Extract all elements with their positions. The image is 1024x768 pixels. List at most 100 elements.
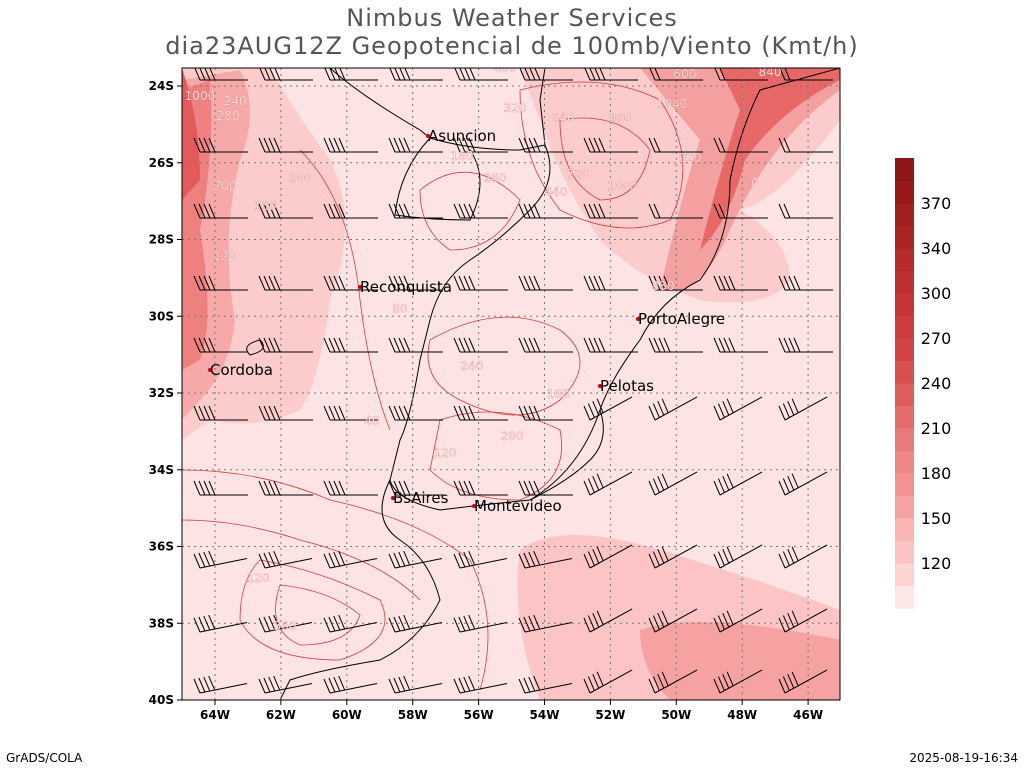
colorbar-swatch [895,360,914,384]
colorbar-label: 120 [921,554,952,573]
lat-label: 32S [149,386,174,400]
footer-left: GrADS/COLA [6,751,83,765]
contour-label: 600 [674,67,697,81]
colorbar-label: 270 [921,329,952,348]
city-dot [208,368,212,372]
city-label: Reconquista [360,278,452,296]
wind-barb [388,675,443,694]
wind-barb [258,137,313,153]
wind-barb [194,68,248,81]
wind-barb [258,675,313,694]
wind-barb [388,480,443,496]
wind-barb [583,471,633,496]
wind-barb [388,137,443,153]
wind-barb [323,203,378,219]
colorbar-swatch [895,315,914,339]
contour-label: 120 [214,249,237,263]
wind-barb [518,275,573,291]
wind-barb [259,68,313,81]
wind-barb [323,675,378,694]
colorbar-swatch [895,338,914,361]
city-dot [358,285,362,289]
colorbar-swatch [895,203,914,226]
title-line: Nimbus Weather Services [346,4,677,32]
shade [182,68,200,200]
wind-barb [454,68,508,81]
colorbar-swatch [895,473,914,496]
contour-label: 240 [224,94,247,108]
wind-barb [518,480,573,496]
contour-label: 440 [545,185,568,199]
wind-barb [453,137,508,153]
wind-barb [713,669,763,694]
contour-label: 120 [247,571,270,585]
lon-label: 46W [793,708,823,722]
contour-label: 280 [484,171,507,185]
wind-barb [713,203,768,219]
lon-label: 58W [398,708,428,722]
lon-label: 52W [595,708,625,722]
wind-barb [648,669,698,694]
wind-barb [713,608,763,633]
city-dot [598,384,602,388]
colorbar-swatch [895,540,914,564]
wind-barb [323,405,378,421]
wind-barb [453,275,508,291]
lon-label: 54W [530,708,560,722]
city-label: PortoAlegre [638,310,725,328]
wind-barb [453,405,508,421]
wind-barb [583,275,638,291]
title-line: dia23AUG12Z Geopotencial de 100mb/Viento… [165,32,859,60]
wind-barb [388,337,443,353]
wind-barb [193,480,248,496]
contour-label: 160 [451,149,474,163]
shade [640,68,840,292]
city-label: Pelotas [600,377,654,395]
contour-label: 200 [289,171,312,185]
colorbar-swatch [895,293,914,316]
lat-label: 30S [149,309,174,323]
wind-barb [583,203,638,219]
wind-barb [193,614,248,633]
lon-label: 50W [661,708,691,722]
wind-barb [518,337,573,353]
wind-barb [324,68,378,81]
colorbar-swatch [895,225,914,249]
contour-label: 120 [434,446,457,460]
wind-barb [193,137,248,153]
wind-barb [323,480,378,496]
coastlines-borders [246,68,840,700]
wind-barb [258,405,313,421]
wind-barb [323,550,378,569]
colorbar-label: 340 [921,239,952,258]
wind-barb [193,550,248,569]
wind-barb [583,608,633,633]
wind-barb [583,137,638,153]
contour-label: 640 [552,111,575,125]
city-label: Asuncion [428,127,496,145]
city-dot [472,504,476,508]
wind-barb [583,669,633,694]
contour-label: 200 [501,429,524,443]
graticule [182,68,840,700]
colorbar-label: 300 [921,284,952,303]
city-label: BsAires [393,489,449,507]
lon-label: 56W [464,708,494,722]
wind-barb [648,275,703,291]
wind-barb [453,337,508,353]
wind-barb [453,203,508,219]
wind-barb [323,337,378,353]
colorbar-label: 150 [921,509,952,528]
lon-label: 60W [332,708,362,722]
wind-barb [518,614,573,633]
wind-barb [388,203,443,219]
city-label: Cordoba [210,361,273,379]
wind-barb [648,396,698,421]
contour-label: 280 [217,109,240,123]
wind-barb [323,275,378,291]
wind-barb [778,275,833,291]
contour-label: 400 [494,61,517,75]
contour-label: 1080 [607,179,638,193]
contour-label: 160 [547,387,570,401]
wind-barb [193,337,248,353]
